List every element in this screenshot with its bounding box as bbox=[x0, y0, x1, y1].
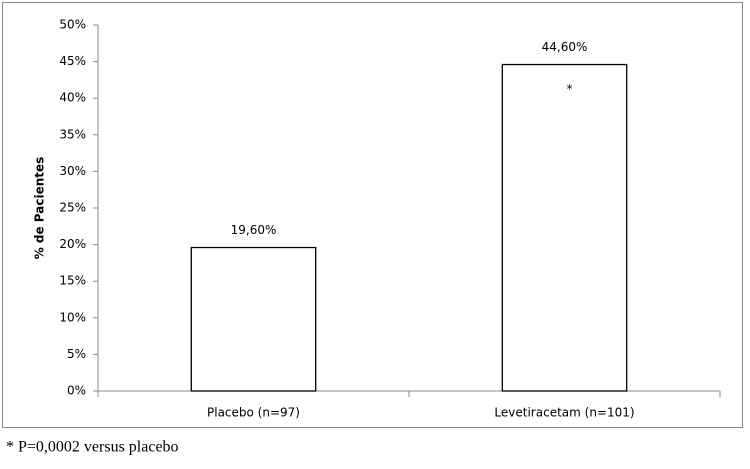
bar bbox=[501, 63, 628, 392]
annotation: * bbox=[567, 82, 573, 96]
chart-border bbox=[2, 2, 743, 428]
x-tick-label: Levetiracetam (n=101) bbox=[494, 406, 634, 420]
y-tick-label: 15% bbox=[59, 274, 86, 288]
x-tick-label: Placebo (n=97) bbox=[207, 406, 300, 420]
y-tick-label: 25% bbox=[59, 201, 86, 215]
y-axis-label: % de Pacientes bbox=[33, 157, 47, 260]
y-tick-label: 0% bbox=[67, 384, 86, 398]
y-tick-label: 40% bbox=[59, 91, 86, 105]
y-tick-label: 5% bbox=[67, 347, 86, 361]
y-tick-label: 20% bbox=[59, 237, 86, 251]
value-label: 44,60% bbox=[542, 40, 588, 54]
y-tick-label: 45% bbox=[59, 54, 86, 68]
value-label: 19,60% bbox=[231, 223, 277, 237]
y-tick-label: 35% bbox=[59, 127, 86, 141]
y-tick-label: 50% bbox=[59, 18, 86, 32]
bar bbox=[190, 246, 317, 392]
footnote: * P=0,0002 versus placebo bbox=[6, 439, 179, 456]
y-tick-label: 10% bbox=[59, 310, 86, 324]
y-tick-label: 30% bbox=[59, 164, 86, 178]
